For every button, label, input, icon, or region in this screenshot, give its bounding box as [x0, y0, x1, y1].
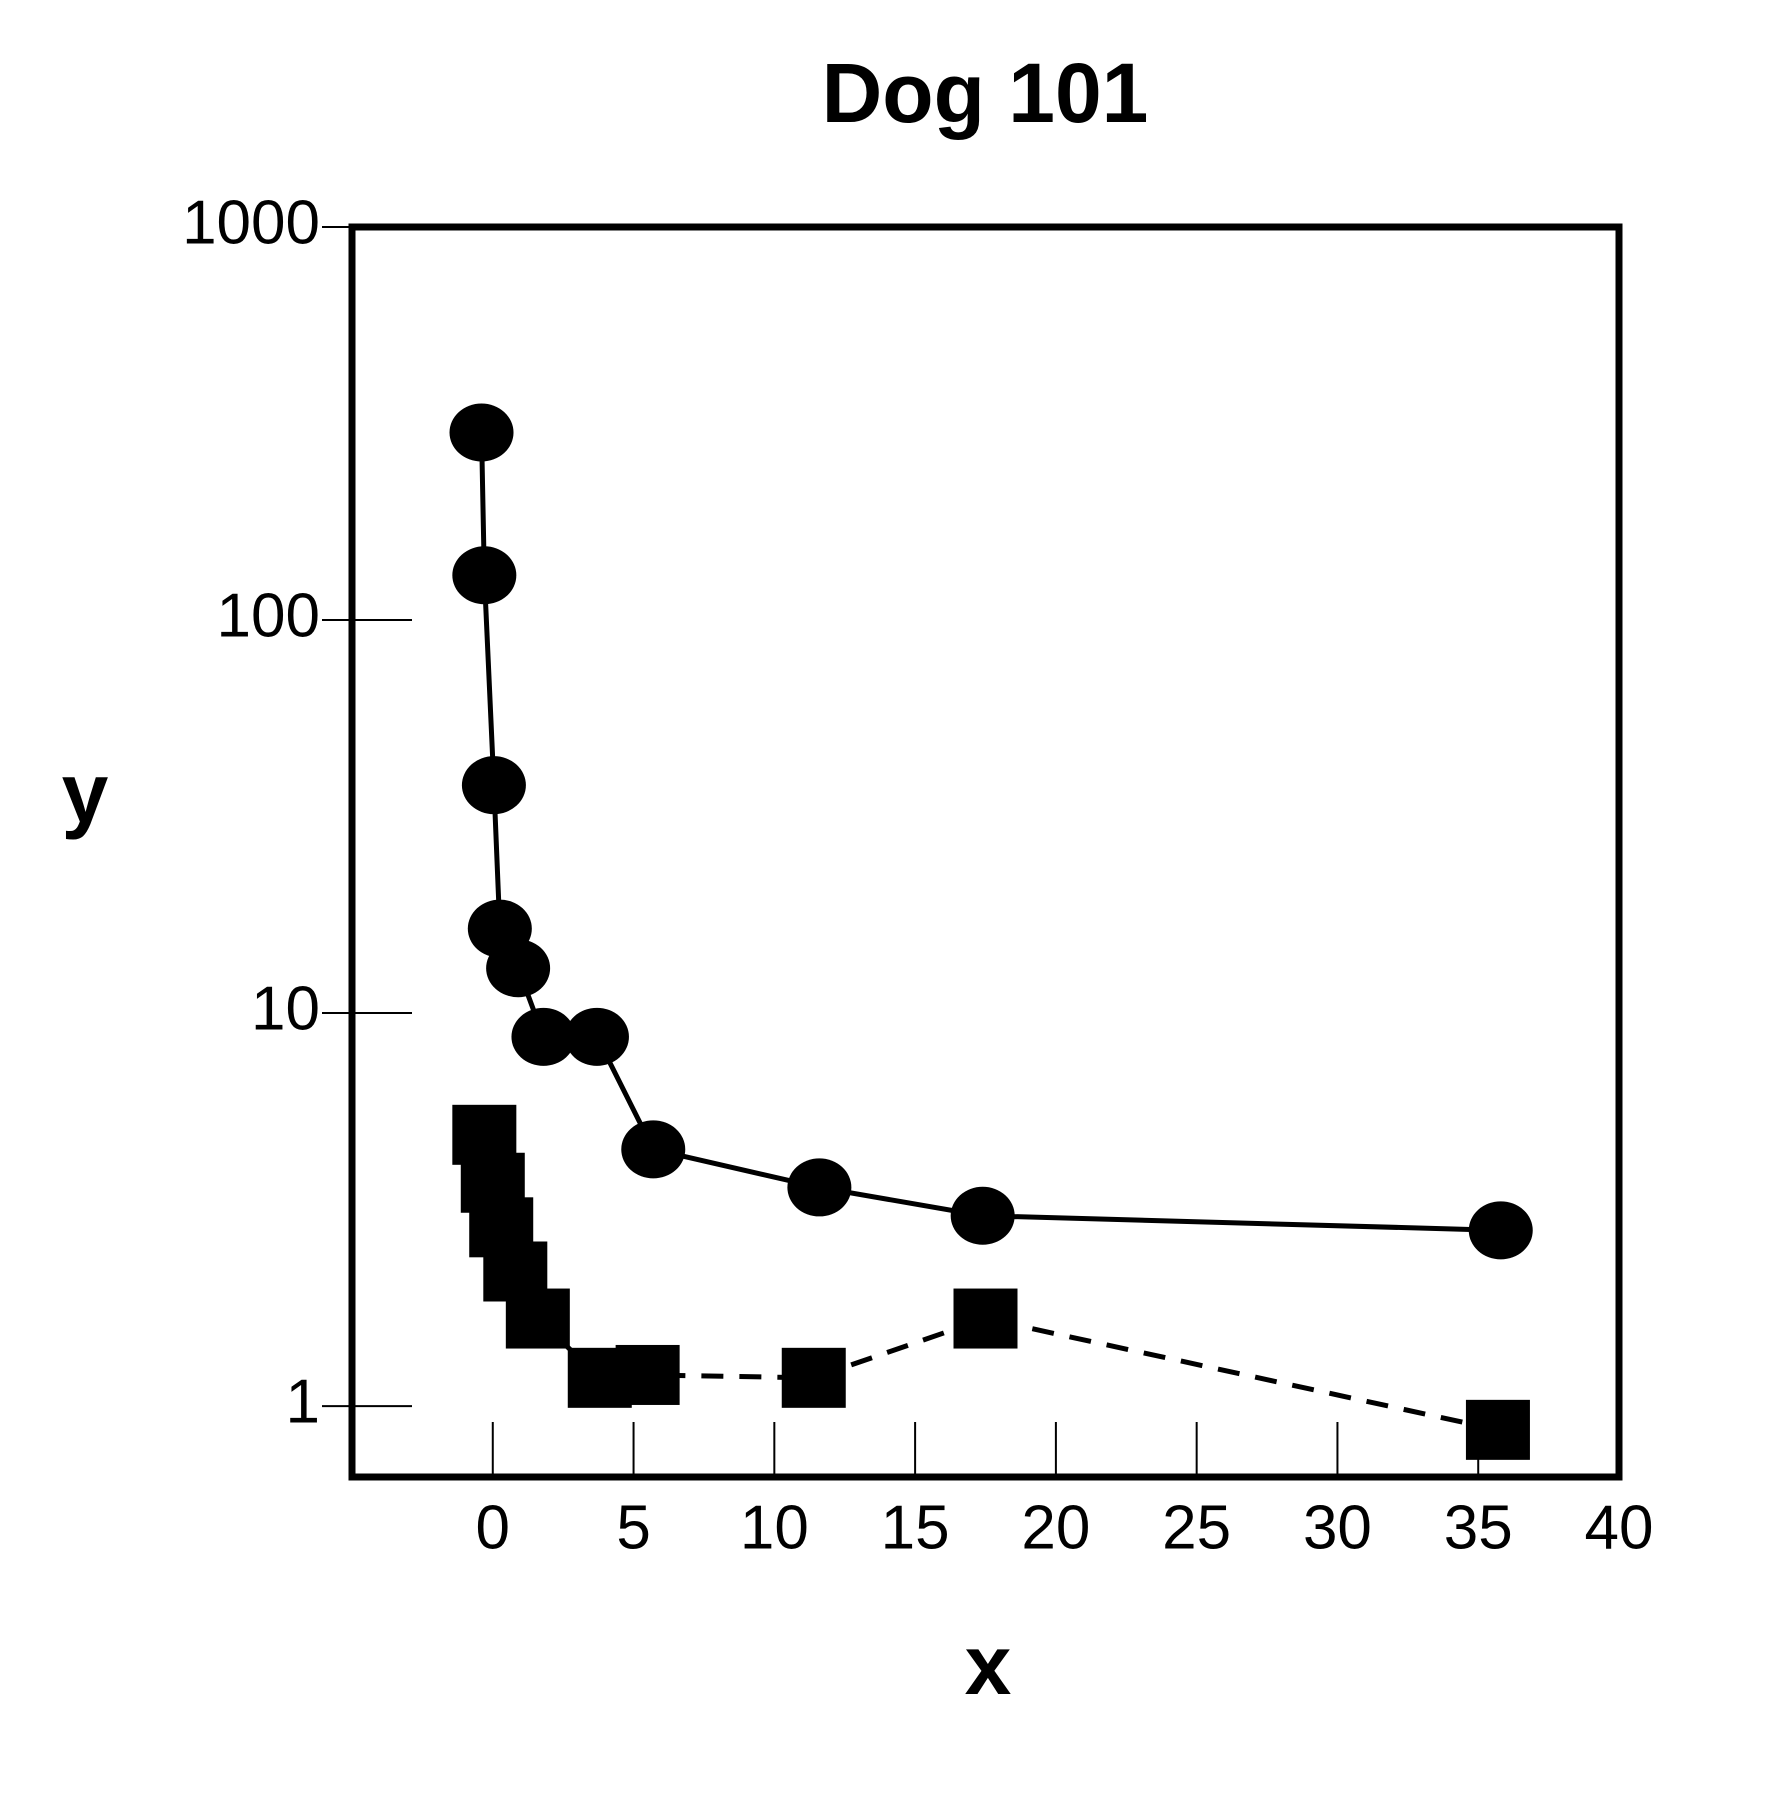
- x-tick-label: 25: [1162, 1493, 1231, 1562]
- x-tick-label: 5: [616, 1493, 650, 1562]
- x-tick-label: 0: [476, 1493, 510, 1562]
- x-axis-label: x: [965, 1618, 1012, 1712]
- x-tick-label: 30: [1303, 1493, 1372, 1562]
- y-axis-label: y: [62, 746, 109, 840]
- data-point: [616, 1345, 680, 1405]
- series-line: [482, 433, 1501, 1231]
- x-tick-label: 10: [740, 1493, 809, 1562]
- data-point: [486, 939, 550, 997]
- x-tick-label: 20: [1021, 1493, 1090, 1562]
- data-point: [621, 1120, 685, 1178]
- data-point: [1469, 1201, 1533, 1259]
- data-point: [954, 1289, 1018, 1349]
- x-tick-label: 15: [881, 1493, 950, 1562]
- data-point: [462, 756, 526, 814]
- data-point: [452, 546, 516, 604]
- chart: Dog 101 y x 0 5 10 15 20 25 30 35 40 1 10 100 1000: [0, 0, 1772, 1795]
- x-tick-label: 35: [1444, 1493, 1513, 1562]
- y-tick-label: 1000: [182, 188, 320, 257]
- data-point: [1466, 1400, 1530, 1460]
- y-tick-label: 1: [286, 1367, 320, 1436]
- data-point: [565, 1008, 629, 1066]
- chart-title: Dog 101: [822, 46, 1149, 140]
- data-point: [782, 1348, 846, 1408]
- data-point: [787, 1158, 851, 1216]
- data-point: [506, 1289, 570, 1349]
- x-tick-label: 40: [1585, 1493, 1654, 1562]
- y-tick-label: 10: [251, 974, 320, 1043]
- data-point: [450, 404, 514, 462]
- data-point: [951, 1187, 1015, 1245]
- y-tick-label: 100: [217, 581, 320, 650]
